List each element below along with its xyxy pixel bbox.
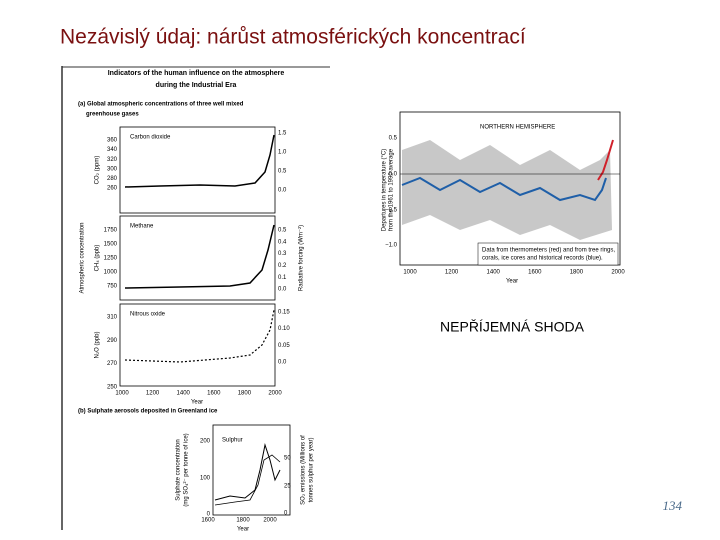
y-tick-label: 250 — [107, 385, 118, 391]
x-tick-label: 2000 — [263, 518, 277, 524]
y-tick-label: 320 — [107, 157, 118, 163]
right-chart — [399, 111, 621, 266]
r-tick-label: 0.10 — [278, 326, 290, 332]
x-tick-label: 1200 — [445, 270, 459, 276]
y-label: (mg SO₄²⁻ per tonne of ice) — [184, 433, 190, 506]
x-label: Year — [506, 279, 518, 285]
panel-name: Sulphur — [222, 438, 243, 444]
x-tick-label: 1600 — [528, 270, 542, 276]
r-tick-label: 0.0 — [278, 287, 287, 293]
r-tick-label: 0 — [284, 511, 288, 517]
y-tick-label: 1000 — [104, 270, 118, 276]
r-label: SO₂ emissions (Millions of — [301, 435, 307, 505]
unit-label: CO₂ (ppm) — [95, 156, 101, 185]
y-tick-label: 360 — [107, 138, 118, 144]
r-tick-label: 0.15 — [278, 310, 290, 316]
r-tick-label: 0.4 — [278, 239, 287, 245]
caption: NEPŘÍJEMNÁ SHODA — [440, 319, 585, 335]
legend-text: Data from thermometers (red) and from tr… — [482, 248, 615, 254]
y-tick-label: 290 — [107, 338, 118, 344]
r-tick-label: 0.0 — [278, 188, 287, 194]
slide-title: Nezávislý údaj: nárůst atmosférických ko… — [60, 26, 526, 49]
unit-label: N₂O (ppb) — [95, 331, 101, 358]
chart-title: NORTHERN HEMISPHERE — [480, 125, 555, 131]
y-label: Sulphate concentration — [176, 439, 182, 500]
panel-name: Nitrous oxide — [130, 312, 166, 318]
unit-label: CH₄ (ppb) — [95, 245, 101, 272]
y-tick-label: 260 — [107, 186, 118, 192]
r-tick-label: 25 — [284, 484, 291, 490]
r-tick-label: 1.5 — [278, 131, 287, 137]
y-tick-label: 750 — [107, 284, 118, 290]
x-label: Year — [237, 527, 249, 533]
legend-text: corals, ice cores and historical records… — [482, 256, 603, 262]
x-tick-label: 2000 — [268, 391, 282, 397]
x-tick-label: 1000 — [115, 391, 129, 397]
page-number: 134 — [663, 498, 683, 513]
x-tick-label: 2000 — [611, 270, 625, 276]
y-tick-label: 270 — [107, 361, 118, 367]
y-tick-label: 310 — [107, 315, 118, 321]
x-tick-label: 1400 — [177, 391, 191, 397]
x-tick-label: 1400 — [487, 270, 501, 276]
panel-title: (b) Sulphate aerosols deposited in Green… — [78, 409, 218, 415]
panel-name: Carbon dioxide — [130, 135, 171, 141]
x-tick-label: 1600 — [207, 391, 221, 397]
r-tick-label: 50 — [284, 456, 291, 462]
r-tick-label: 0.5 — [278, 169, 287, 175]
x-tick-label: 1800 — [236, 518, 250, 524]
y-tick-label: 0.5 — [389, 136, 398, 142]
x-label: Year — [191, 400, 203, 406]
x-tick-label: 1800 — [238, 391, 252, 397]
y-tick-label: 0 — [207, 512, 211, 518]
y-tick-label: 0.0 — [389, 172, 398, 178]
y-tick-label: 300 — [107, 166, 118, 172]
r-tick-label: 0.1 — [278, 275, 287, 281]
y-tick-label: 1500 — [104, 242, 118, 248]
x-tick-label: 1200 — [146, 391, 160, 397]
panel-title: (a) Global atmospheric concentrations of… — [78, 102, 244, 108]
y-tick-label: 1250 — [104, 256, 118, 262]
y-label: Departures in temperature (°C) — [382, 149, 388, 231]
y-tick-label: −0.5 — [385, 208, 398, 214]
panel-title: greenhouse gases — [86, 112, 139, 118]
r-label: tonnes sulphur per year) — [309, 437, 315, 502]
y-tick-label: 1750 — [104, 228, 118, 234]
y-label: from the 1961 to 1990 average — [389, 148, 395, 231]
r-tick-label: 0.05 — [278, 343, 290, 349]
r-tick-label: 1.0 — [278, 150, 287, 156]
r-tick-label: 0.5 — [278, 228, 287, 234]
y-label: Atmospheric concentration — [80, 222, 86, 293]
y-tick-label: 340 — [107, 147, 118, 153]
y-tick-label: 200 — [200, 439, 211, 445]
r-tick-label: 0.2 — [278, 263, 287, 269]
x-tick-label: 1600 — [201, 518, 215, 524]
y-tick-label: 280 — [107, 176, 118, 182]
r-label: Radiative forcing (Wm⁻²) — [299, 225, 305, 291]
r-tick-label: 0.0 — [278, 360, 287, 366]
x-tick-label: 1000 — [403, 270, 417, 276]
x-tick-label: 1800 — [570, 270, 584, 276]
r-tick-label: 0.3 — [278, 251, 287, 257]
y-tick-label: −1.0 — [385, 243, 398, 249]
left-panels — [119, 126, 291, 516]
figure-title: Indicators of the human influence on the… — [108, 70, 285, 77]
figure-title: during the Industrial Era — [156, 82, 237, 89]
panel-name: Methane — [130, 224, 154, 230]
y-tick-label: 100 — [200, 476, 211, 482]
